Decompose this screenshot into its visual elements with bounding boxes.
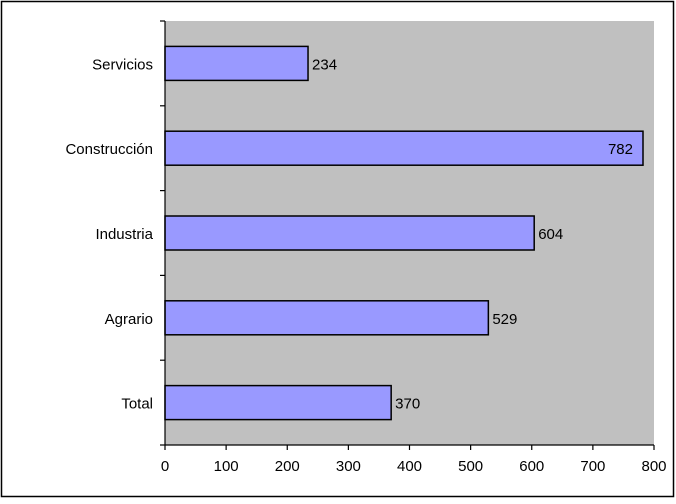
bar-total <box>164 384 392 421</box>
data-label-total: 370 <box>395 396 420 413</box>
bar-construccion <box>164 130 644 166</box>
x-tick-label-500: 500 <box>458 458 483 475</box>
x-tick-label-800: 800 <box>641 458 666 475</box>
bar-servicios <box>164 45 309 82</box>
bars-layer <box>164 45 644 421</box>
y-axis: Servicios Construcción Industria Agrario Tot… <box>65 20 166 446</box>
data-label-construccion: 782 <box>608 141 633 158</box>
data-label-servicios: 234 <box>312 56 337 73</box>
category-label-industria: Industria <box>95 226 153 243</box>
bar-industria <box>164 215 535 251</box>
data-label-agrario: 529 <box>492 311 517 328</box>
x-tick-label-200: 200 <box>275 458 300 475</box>
x-tick-label-600: 600 <box>519 458 544 475</box>
x-tick-label-100: 100 <box>214 458 239 475</box>
category-label-construccion: Construcción <box>65 141 153 158</box>
x-axis: 0 100 200 300 400 500 600 700 800 <box>161 444 667 475</box>
x-tick-label-400: 400 <box>397 458 422 475</box>
data-label-industria: 604 <box>538 226 563 243</box>
category-label-servicios: Servicios <box>92 56 153 73</box>
category-label-agrario: Agrario <box>105 311 153 328</box>
x-tick-label-0: 0 <box>161 458 169 475</box>
x-tick-label-300: 300 <box>336 458 361 475</box>
category-label-total: Total <box>121 396 153 413</box>
data-labels-layer: 234 782 604 529 370 <box>312 56 633 412</box>
x-tick-label-700: 700 <box>580 458 605 475</box>
bar-agrario <box>164 300 490 336</box>
